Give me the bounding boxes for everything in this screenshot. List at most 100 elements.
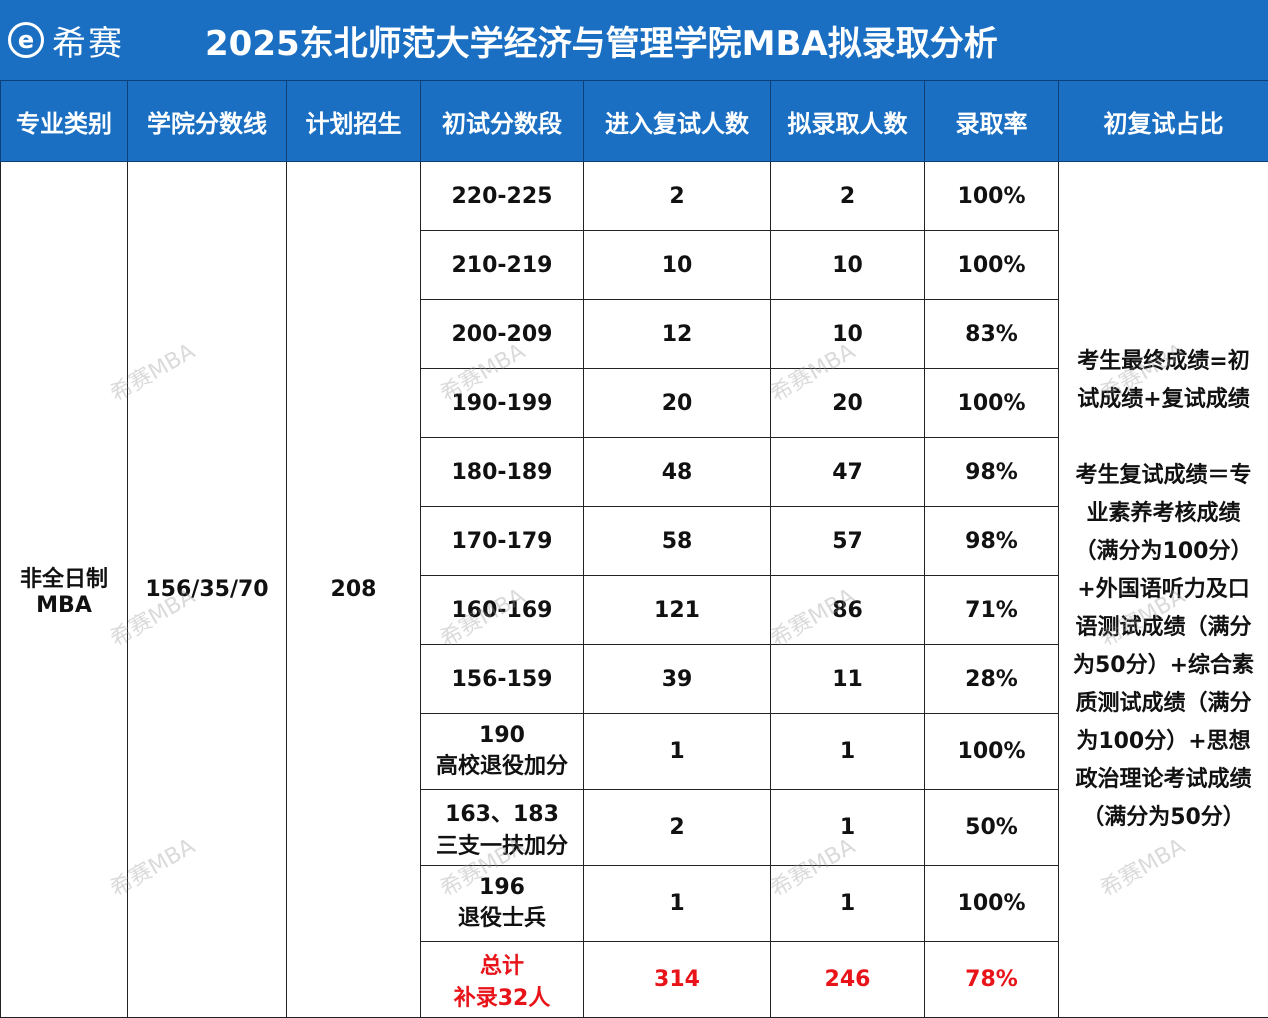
rate-cell: 100% — [924, 161, 1059, 231]
note-line: 质测试成绩（满分 — [1075, 690, 1252, 716]
admitted-cell: 57 — [770, 506, 925, 576]
logo: e 希赛 — [8, 18, 124, 64]
col-header: 录取率 — [924, 80, 1059, 162]
major-cell: 非全日制 MBA — [0, 161, 128, 1018]
admitted-cell: 10 — [770, 230, 925, 300]
total-row: 总计 补录32人 314 246 78% — [1, 941, 1268, 1018]
interview-cell: 2 — [583, 161, 771, 231]
col-header: 进入复试人数 — [583, 80, 771, 162]
title-bar: e 希赛 2025东北师范大学经济与管理学院MBA拟录取分析 — [0, 0, 1268, 80]
interview-cell: 39 — [583, 644, 771, 714]
total-label-cell: 总计 补录32人 — [420, 941, 584, 1018]
rate-cell: 50% — [924, 789, 1059, 866]
range-cell: 163、183 三支一扶加分 — [420, 789, 584, 866]
admitted-cell: 1 — [770, 865, 925, 942]
range-cell: 210-219 — [420, 230, 584, 300]
interview-cell: 2 — [583, 789, 771, 866]
table-row: 200-209 12 10 83% — [1, 299, 1268, 369]
col-header: 初复试占比 — [1058, 80, 1268, 162]
logo-text: 希赛 — [52, 23, 124, 64]
note-line: 为50分）+综合素 — [1072, 652, 1255, 678]
range-cell: 196 退役士兵 — [420, 865, 584, 942]
range-cell: 200-209 — [420, 299, 584, 369]
admitted-cell: 1 — [770, 713, 925, 790]
admission-table: 专业类别 学院分数线 计划招生 初试分数段 进入复试人数 拟录取人数 录取率 初… — [0, 80, 1268, 1018]
cutoff-cell: 156/35/70 — [127, 161, 287, 1018]
table-row: 170-179 58 57 98% — [1, 506, 1268, 576]
rate-cell: 100% — [924, 865, 1059, 942]
interview-cell: 121 — [583, 575, 771, 645]
interview-cell: 1 — [583, 713, 771, 790]
interview-cell: 20 — [583, 368, 771, 438]
range-cell: 220-225 — [420, 161, 584, 231]
table-row: 163、183 三支一扶加分 2 1 50% — [1, 789, 1268, 866]
admitted-cell: 1 — [770, 789, 925, 866]
admitted-cell: 47 — [770, 437, 925, 507]
page-title: 2025东北师范大学经济与管理学院MBA拟录取分析 — [205, 24, 998, 64]
note-line: 考生复试成绩＝专 — [1075, 462, 1252, 488]
note-line: 业素养考核成绩 — [1086, 500, 1241, 526]
range-cell: 190-199 — [420, 368, 584, 438]
interview-cell: 58 — [583, 506, 771, 576]
range-cell: 160-169 — [420, 575, 584, 645]
table-row: 196 退役士兵 1 1 100% — [1, 865, 1268, 942]
note-line: 试成绩+复试成绩 — [1077, 386, 1250, 412]
range-line: 190 — [479, 723, 525, 748]
logo-e-icon: e — [8, 22, 44, 58]
range-cell: 156-159 — [420, 644, 584, 714]
total-rate-cell: 78% — [924, 941, 1059, 1018]
rate-cell: 100% — [924, 230, 1059, 300]
rate-cell: 100% — [924, 368, 1059, 438]
total-admitted-cell: 246 — [770, 941, 925, 1018]
table-row: 156-159 39 11 28% — [1, 644, 1268, 714]
rate-cell: 83% — [924, 299, 1059, 369]
note-line: +外国语听力及口 — [1077, 576, 1250, 602]
range-cell: 190 高校退役加分 — [420, 713, 584, 790]
major-line: MBA — [36, 593, 92, 618]
note-line: 政治理论考试成绩 — [1075, 766, 1252, 792]
range-line: 196 — [479, 875, 525, 900]
rate-cell: 28% — [924, 644, 1059, 714]
major-line: 非全日制 — [19, 567, 108, 592]
range-cell: 170-179 — [420, 506, 584, 576]
range-line: 163、183 — [445, 801, 559, 827]
col-header: 计划招生 — [286, 80, 421, 162]
rate-cell: 100% — [924, 713, 1059, 790]
rate-cell: 98% — [924, 437, 1059, 507]
note-line: 考生最终成绩=初 — [1077, 348, 1250, 374]
admitted-cell: 10 — [770, 299, 925, 369]
interview-cell: 10 — [583, 230, 771, 300]
table-row: 非全日制 MBA 156/35/70 208 220-225 2 2 100% … — [0, 161, 1268, 1018]
col-header: 专业类别 — [0, 80, 128, 162]
col-header: 拟录取人数 — [770, 80, 925, 162]
admitted-cell: 20 — [770, 368, 925, 438]
ratio-note-cell: 考生最终成绩=初 试成绩+复试成绩 考生复试成绩＝专 业素养考核成绩 （满分为1… — [1058, 161, 1268, 1018]
interview-cell: 48 — [583, 437, 771, 507]
admitted-cell: 2 — [770, 161, 925, 231]
table-row: 180-189 48 47 98% — [1, 437, 1268, 507]
table-row: 190 高校退役加分 1 1 100% — [1, 713, 1268, 790]
note-line: （满分为50分） — [1082, 804, 1245, 830]
admitted-cell: 86 — [770, 575, 925, 645]
range-line: 三支一扶加分 — [435, 833, 568, 859]
rate-cell: 71% — [924, 575, 1059, 645]
table-row: 160-169 121 86 71% — [1, 575, 1268, 645]
range-cell: 180-189 — [420, 437, 584, 507]
admitted-cell: 11 — [770, 644, 925, 714]
note-line: 语测试成绩（满分 — [1075, 614, 1252, 640]
table-header-row: 专业类别 学院分数线 计划招生 初试分数段 进入复试人数 拟录取人数 录取率 初… — [0, 80, 1268, 162]
interview-cell: 12 — [583, 299, 771, 369]
interview-cell: 1 — [583, 865, 771, 942]
col-header: 学院分数线 — [127, 80, 287, 162]
total-label-line: 总计 — [479, 953, 524, 979]
total-interview-cell: 314 — [583, 941, 771, 1018]
rate-cell: 98% — [924, 506, 1059, 576]
col-header: 初试分数段 — [420, 80, 584, 162]
note-line: 为100分）+思想 — [1076, 728, 1251, 754]
plan-cell: 208 — [286, 161, 421, 1018]
range-line: 退役士兵 — [457, 906, 546, 931]
table-row: 190-199 20 20 100% — [1, 368, 1268, 438]
range-line: 高校退役加分 — [435, 754, 568, 779]
total-label-line: 补录32人 — [453, 985, 551, 1011]
